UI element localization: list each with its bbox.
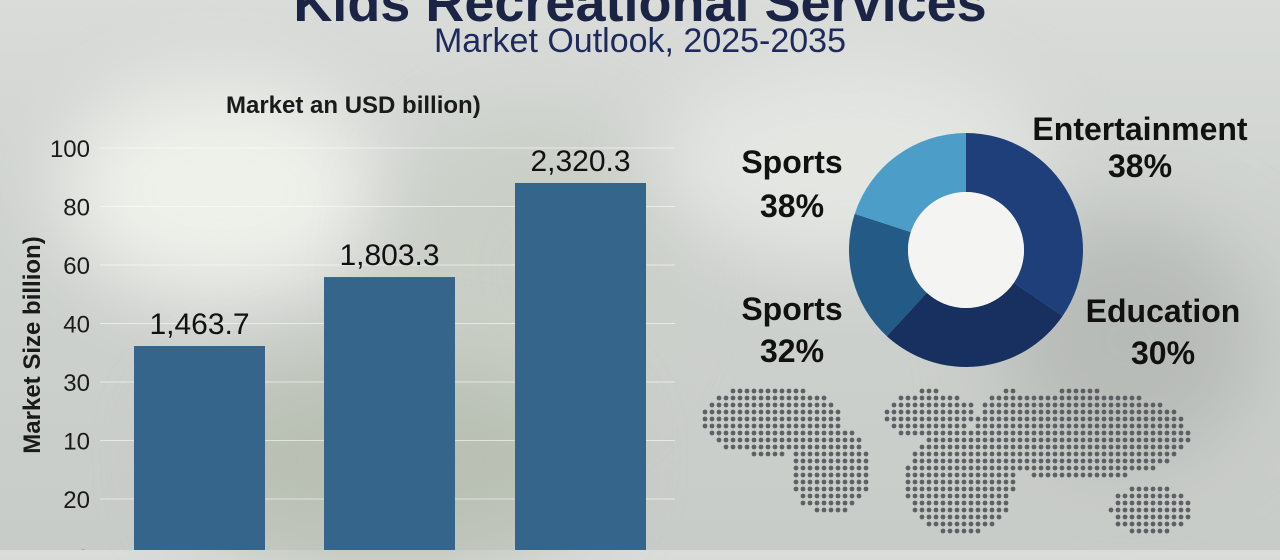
y-tick-label: 60 xyxy=(63,253,90,280)
bar xyxy=(324,277,455,550)
slice-name-label: Sports xyxy=(741,291,842,327)
bar-chart: 100 80 60 40 30 10 20 0 Market Size billion) 1,46… xyxy=(19,136,646,551)
y-axis-label: Market Size billion) xyxy=(19,236,46,453)
slice-percent-label: 38% xyxy=(1108,148,1172,184)
y-tick-label: 20 xyxy=(63,487,90,514)
y-tick-label: 40 xyxy=(63,312,90,339)
bar xyxy=(515,183,646,550)
world-map-dots-icon xyxy=(702,388,1191,534)
bar-data-label: 1,463.7 xyxy=(149,308,249,341)
y-tick-label: 100 xyxy=(50,136,90,163)
slice-name-label: Entertainment xyxy=(1032,111,1247,147)
y-tick-label: 10 xyxy=(63,429,90,456)
y-tick-label: 30 xyxy=(63,370,90,397)
bar-data-label: 1,803.3 xyxy=(339,239,439,272)
bar-chart-title: Market an USD billion) xyxy=(226,92,481,119)
slice-percent-label: 32% xyxy=(760,333,824,369)
bar xyxy=(134,346,265,550)
y-tick-label: 80 xyxy=(63,195,90,222)
page-subtitle: Market Outlook, 2025-2035 xyxy=(433,22,847,60)
background-blur-3 xyxy=(660,60,1040,260)
bar-data-label: 2,320.3 xyxy=(530,145,630,178)
background-blur-1 xyxy=(60,80,380,300)
y-tick-label: 0 xyxy=(77,546,90,551)
page-title: Kids Recreational Services xyxy=(293,0,987,33)
